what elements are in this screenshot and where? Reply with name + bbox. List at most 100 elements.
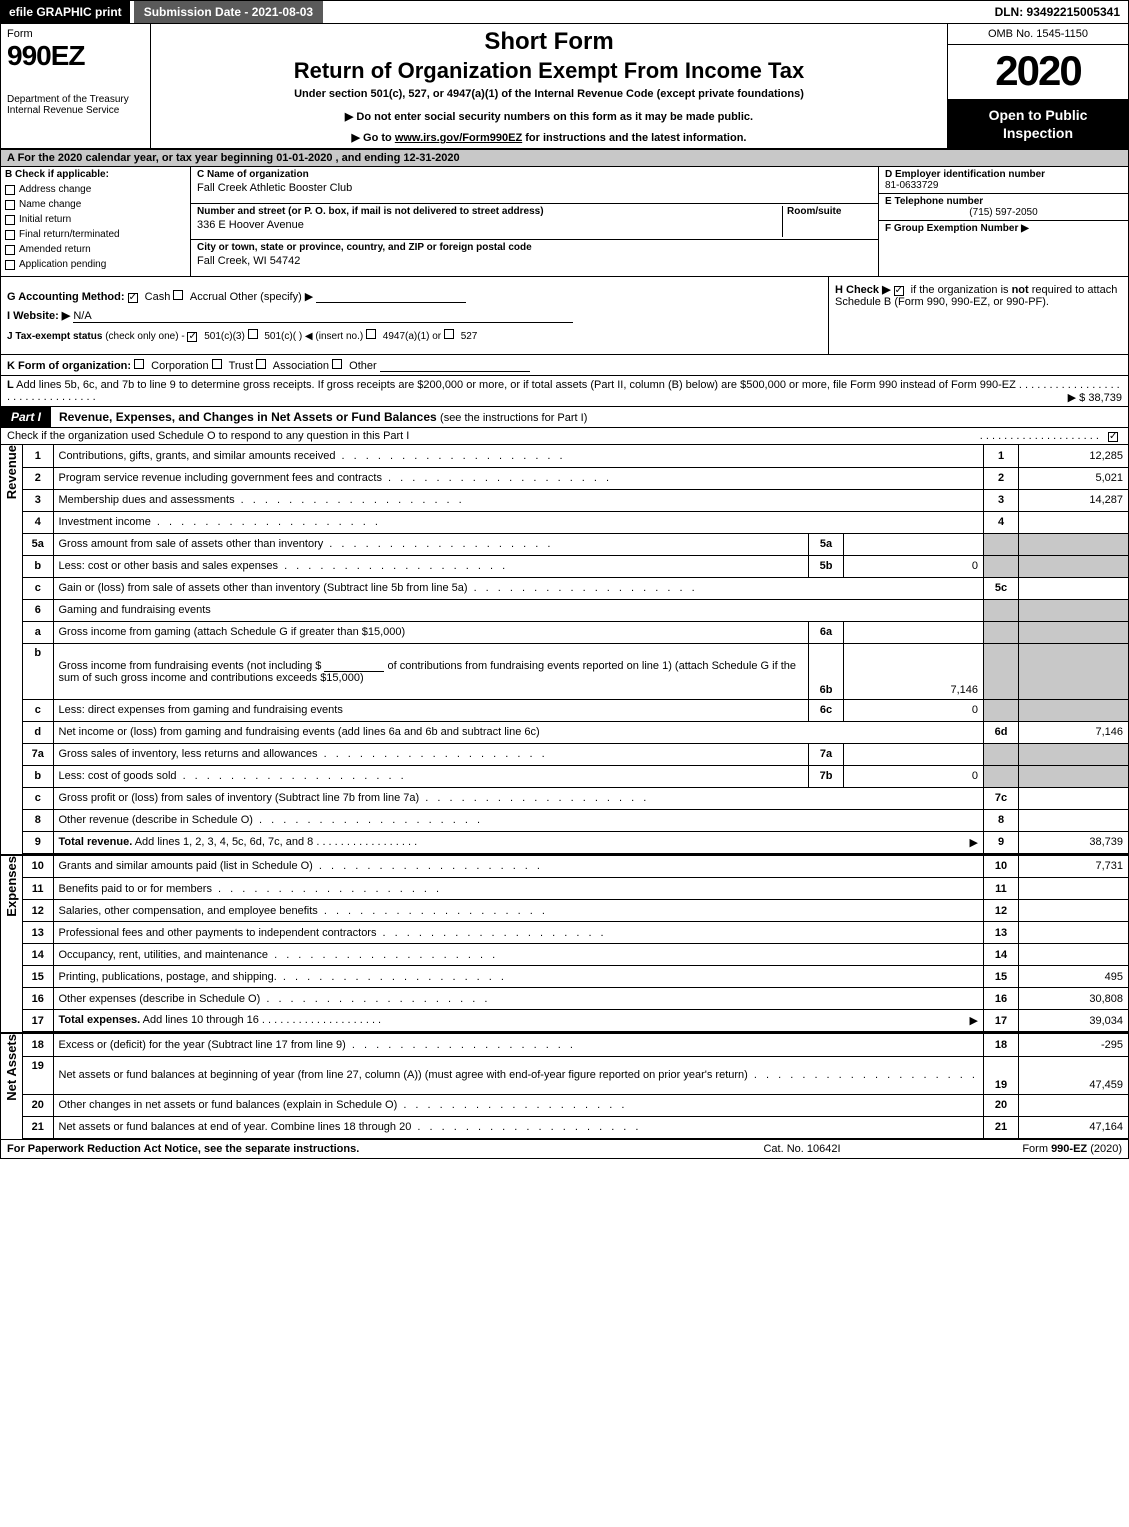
label-cash: Cash	[145, 291, 171, 303]
row-15-amt: 495	[1019, 966, 1129, 988]
row-11-num: 11	[23, 878, 53, 900]
other-method-input[interactable]	[316, 289, 466, 303]
row-18-amt: -295	[1019, 1034, 1129, 1056]
label-527: 527	[461, 331, 478, 342]
row-11-desc: Benefits paid to or for members	[59, 883, 443, 895]
section-c-org: C Name of organization Fall Creek Athlet…	[191, 167, 878, 276]
other-org-input[interactable]	[380, 358, 530, 372]
row-5a: 5a Gross amount from sale of assets othe…	[23, 533, 1129, 555]
row-14-amt	[1019, 944, 1129, 966]
row-6b-blank[interactable]	[324, 658, 384, 672]
row-17-desc: Total expenses.	[59, 1014, 141, 1026]
inspection-line1: Open to Public	[952, 106, 1124, 124]
row-1-num: 1	[23, 445, 53, 467]
checkbox-trust[interactable]	[212, 359, 222, 369]
g-label: G Accounting Method:	[7, 291, 125, 303]
row-18-ln: 18	[984, 1034, 1019, 1056]
row-18: 18 Excess or (deficit) for the year (Sub…	[23, 1034, 1129, 1056]
schedule-o-check-line: Check if the organization used Schedule …	[0, 428, 1129, 445]
checkbox-name-change[interactable]	[5, 200, 15, 210]
row-10-amt: 7,731	[1019, 856, 1129, 878]
row-7b-num: b	[23, 765, 53, 787]
row-6d-num: d	[23, 721, 53, 743]
form-title-2: Return of Organization Exempt From Incom…	[159, 58, 939, 84]
org-name-label: C Name of organization	[197, 169, 872, 180]
checkbox-amended-return[interactable]	[5, 245, 15, 255]
row-6a-desc: Gross income from gaming (attach Schedul…	[53, 621, 809, 643]
row-2-ln: 2	[984, 467, 1019, 489]
sidebar-revenue: Revenue	[4, 445, 19, 499]
omb-number: OMB No. 1545-1150	[948, 24, 1128, 45]
section-def: D Employer identification number 81-0633…	[878, 167, 1128, 276]
row-2-num: 2	[23, 467, 53, 489]
row-19-desc: Net assets or fund balances at beginning…	[59, 1069, 978, 1081]
checkbox-application-pending[interactable]	[5, 260, 15, 270]
row-5b-sv: 0	[844, 555, 984, 577]
label-4947: 4947(a)(1) or	[383, 331, 441, 342]
form-label: Form	[7, 28, 144, 40]
row-11-ln: 11	[984, 878, 1019, 900]
row-18-num: 18	[23, 1034, 53, 1056]
j-note: (check only one) -	[105, 331, 184, 342]
row-11-amt	[1019, 878, 1129, 900]
row-4: 4 Investment income 4	[23, 511, 1129, 533]
form-instruction-2: ▶ Go to www.irs.gov/Form990EZ for instru…	[159, 131, 939, 144]
checkbox-accrual[interactable]	[173, 290, 183, 300]
row-6c-sv: 0	[844, 699, 984, 721]
row-7b-sn: 7b	[809, 765, 844, 787]
checkbox-501c[interactable]	[248, 329, 258, 339]
row-7a-desc: Gross sales of inventory, less returns a…	[59, 748, 548, 760]
row-4-desc: Investment income	[59, 516, 381, 528]
row-5b-desc: Less: cost or other basis and sales expe…	[59, 560, 509, 572]
checkbox-other-org[interactable]	[332, 359, 342, 369]
row-12-amt	[1019, 900, 1129, 922]
row-15: 15 Printing, publications, postage, and …	[23, 966, 1129, 988]
dln-number: DLN: 93492215005341	[987, 1, 1128, 23]
label-initial-return: Initial return	[19, 214, 71, 225]
checkbox-501c3[interactable]	[187, 332, 197, 342]
row-1-desc: Contributions, gifts, grants, and simila…	[59, 450, 566, 462]
sidebar-expenses: Expenses	[4, 856, 19, 917]
label-address-change: Address change	[19, 184, 91, 195]
room-suite-label: Room/suite	[787, 206, 841, 217]
row-5a-amt	[1019, 533, 1129, 555]
row-6: 6 Gaming and fundraising events	[23, 599, 1129, 621]
checkbox-address-change[interactable]	[5, 185, 15, 195]
form-header: Form 990EZ Department of the Treasury In…	[0, 24, 1129, 150]
checkbox-schedule-o[interactable]	[1108, 432, 1118, 442]
row-2-desc: Program service revenue including govern…	[59, 472, 613, 484]
misc-block: G Accounting Method: Cash Accrual Other …	[0, 277, 1129, 355]
row-5a-num: 5a	[23, 533, 53, 555]
row-18-desc: Excess or (deficit) for the year (Subtra…	[59, 1039, 576, 1051]
row-8-num: 8	[23, 809, 53, 831]
row-21-amt: 47,164	[1019, 1116, 1129, 1138]
checkbox-association[interactable]	[256, 359, 266, 369]
irs-link[interactable]: www.irs.gov/Form990EZ	[395, 132, 522, 144]
row-20-num: 20	[23, 1094, 53, 1116]
efile-print-button[interactable]: efile GRAPHIC print	[1, 1, 130, 23]
checkbox-cash[interactable]	[128, 293, 138, 303]
line-j: J Tax-exempt status (check only one) - 5…	[7, 329, 822, 342]
checkbox-corporation[interactable]	[134, 359, 144, 369]
form-id-block: Form 990EZ Department of the Treasury In…	[1, 24, 151, 148]
checkbox-527[interactable]	[444, 329, 454, 339]
row-19-amt: 47,459	[1019, 1056, 1129, 1094]
label-501c3: 501(c)(3)	[204, 331, 245, 342]
row-6b-sv: 7,146	[844, 643, 984, 699]
cat-number: Cat. No. 10642I	[662, 1143, 942, 1155]
row-4-ln: 4	[984, 511, 1019, 533]
label-application-pending: Application pending	[19, 259, 106, 270]
row-10-num: 10	[23, 856, 53, 878]
org-addr: 336 E Hoover Avenue	[197, 219, 782, 231]
form-number: 990EZ	[7, 40, 144, 72]
checkbox-sched-b[interactable]	[894, 286, 904, 296]
checkbox-initial-return[interactable]	[5, 215, 15, 225]
row-5c-num: c	[23, 577, 53, 599]
row-12-ln: 12	[984, 900, 1019, 922]
checkbox-4947[interactable]	[366, 329, 376, 339]
checkbox-final-return[interactable]	[5, 230, 15, 240]
row-7c-amt	[1019, 787, 1129, 809]
part-1-table: Revenue 1 Contributions, gifts, grants, …	[0, 445, 1129, 1140]
section-a-taxyear: A For the 2020 calendar year, or tax yea…	[0, 150, 1129, 167]
label-final-return: Final return/terminated	[19, 229, 120, 240]
